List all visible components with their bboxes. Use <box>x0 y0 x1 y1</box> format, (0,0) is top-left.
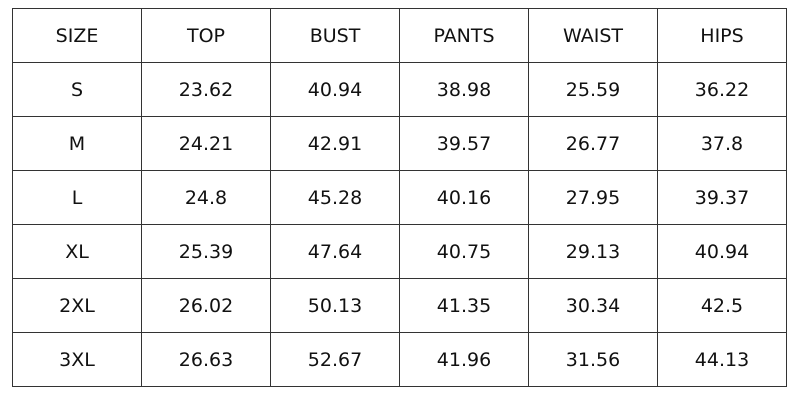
cell: M <box>12 116 142 171</box>
cell: 41.96 <box>399 332 529 387</box>
cell: 40.16 <box>399 170 529 225</box>
cell: 29.13 <box>528 224 658 279</box>
cell: 3XL <box>12 332 142 387</box>
header-row: SIZE TOP BUST PANTS WAIST HIPS <box>12 8 787 63</box>
cell: 39.57 <box>399 116 529 171</box>
cell: 37.8 <box>657 116 787 171</box>
cell: 30.34 <box>528 278 658 333</box>
cell: 24.21 <box>141 116 271 171</box>
cell: 42.5 <box>657 278 787 333</box>
cell: 50.13 <box>270 278 400 333</box>
data-row: 3XL 26.63 52.67 41.96 31.56 44.13 <box>12 332 787 387</box>
cell: 45.28 <box>270 170 400 225</box>
cell: 2XL <box>12 278 142 333</box>
cell: 41.35 <box>399 278 529 333</box>
cell: 23.62 <box>141 62 271 117</box>
data-row: M 24.21 42.91 39.57 26.77 37.8 <box>12 116 787 171</box>
data-row: XL 25.39 47.64 40.75 29.13 40.94 <box>12 224 787 279</box>
data-row: L 24.8 45.28 40.16 27.95 39.37 <box>12 170 787 225</box>
cell: 40.94 <box>657 224 787 279</box>
cell: 52.67 <box>270 332 400 387</box>
cell: S <box>12 62 142 117</box>
cell: 26.63 <box>141 332 271 387</box>
cell: 39.37 <box>657 170 787 225</box>
cell: 38.98 <box>399 62 529 117</box>
cell: 24.8 <box>141 170 271 225</box>
header-cell: WAIST <box>528 8 658 63</box>
cell: XL <box>12 224 142 279</box>
cell: 26.02 <box>141 278 271 333</box>
cell: 42.91 <box>270 116 400 171</box>
cell: 27.95 <box>528 170 658 225</box>
cell: L <box>12 170 142 225</box>
data-row: 2XL 26.02 50.13 41.35 30.34 42.5 <box>12 278 787 333</box>
cell: 40.75 <box>399 224 529 279</box>
cell: 25.39 <box>141 224 271 279</box>
cell: 47.64 <box>270 224 400 279</box>
header-cell: PANTS <box>399 8 529 63</box>
cell: 44.13 <box>657 332 787 387</box>
data-row: S 23.62 40.94 38.98 25.59 36.22 <box>12 62 787 117</box>
header-cell: HIPS <box>657 8 787 63</box>
header-cell: TOP <box>141 8 271 63</box>
cell: 26.77 <box>528 116 658 171</box>
cell: 31.56 <box>528 332 658 387</box>
header-cell: SIZE <box>12 8 142 63</box>
header-cell: BUST <box>270 8 400 63</box>
cell: 36.22 <box>657 62 787 117</box>
cell: 40.94 <box>270 62 400 117</box>
cell: 25.59 <box>528 62 658 117</box>
size-table: SIZE TOP BUST PANTS WAIST HIPS S 23.62 40.94 38.9… <box>12 8 787 387</box>
